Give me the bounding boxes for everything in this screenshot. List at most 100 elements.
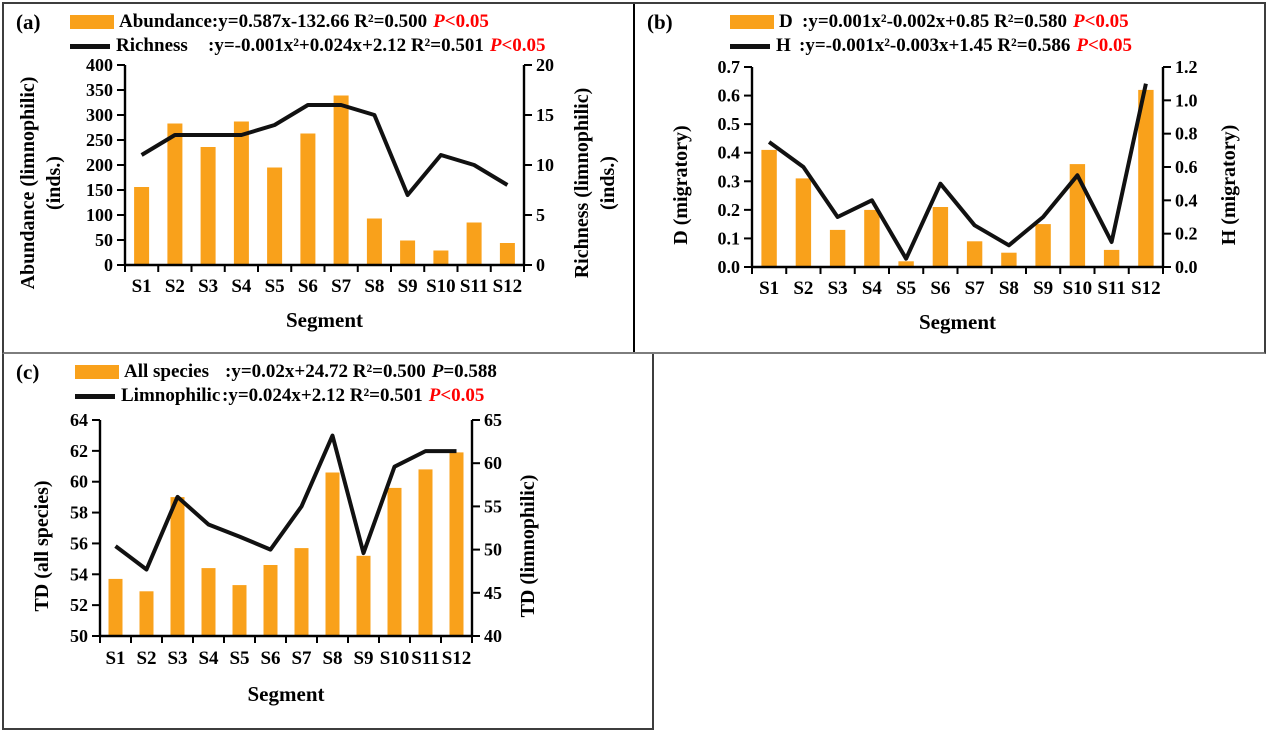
line-series-(b) xyxy=(767,83,1148,261)
left-tick-label: 150 xyxy=(86,180,113,200)
panel-b: (b) D :y=0.001x²-0.002x+0.85 R²=0.580 P<… xyxy=(635,4,1268,352)
panel-c-label: (c) xyxy=(16,360,40,384)
left-tick-label: 50 xyxy=(95,230,113,250)
bar-S10 xyxy=(387,487,402,636)
x-category-label: S6 xyxy=(930,278,950,299)
x-category-label: S7 xyxy=(291,648,312,669)
bar-S8 xyxy=(366,218,382,265)
right-tick-label: 20 xyxy=(536,59,554,75)
bar-S6 xyxy=(300,133,316,265)
right-tick-label: 55 xyxy=(484,496,502,516)
left-tick-label: 64 xyxy=(70,410,88,430)
legend-entry: D :y=0.001x²-0.002x+0.85 R²=0.580 P<0.05 xyxy=(635,10,1268,34)
x-category-label: S3 xyxy=(167,648,187,669)
panel-c-header: (c) All species :y=0.02x+24.72 R²=0.500 … xyxy=(4,354,652,406)
x-axis-title: Segment xyxy=(248,682,325,706)
legend-entry: All species :y=0.02x+24.72 R²=0.500 P=0.… xyxy=(4,360,652,384)
x-category-label: S1 xyxy=(132,276,152,297)
left-tick-label: 50 xyxy=(70,626,88,646)
axes-(b) xyxy=(750,67,1165,269)
series-equation: :y=0.001x²-0.002x+0.85 R²=0.580 xyxy=(802,11,1067,32)
bar-S2 xyxy=(139,591,154,636)
left-tick-label: 60 xyxy=(70,472,88,492)
bars-(b) xyxy=(761,89,1154,268)
right-tick-label: 45 xyxy=(484,583,502,603)
series-pvalue: P<0.05 xyxy=(1073,11,1129,32)
x-axis-title: Segment xyxy=(919,310,996,334)
right-tick-label: 0 xyxy=(536,255,545,275)
bar-S9 xyxy=(1035,224,1051,267)
right-axis-title: (inds.) xyxy=(597,156,619,210)
x-category-label: S3 xyxy=(828,278,848,299)
right-tick-label: 0.8 xyxy=(1175,124,1198,144)
left-tick-label: 0.6 xyxy=(718,86,741,106)
left-tick-label: 0.2 xyxy=(718,200,741,220)
x-category-label: S5 xyxy=(265,276,285,297)
bar-S2 xyxy=(795,178,812,267)
left-tick-label: 0.5 xyxy=(718,114,741,134)
legend-entry: Abundance :y=0.587x-132.66 R²=0.500 P<0.… xyxy=(4,10,633,34)
bar-S6 xyxy=(932,207,949,267)
series-equation: :y=0.02x+24.72 R²=0.500 xyxy=(225,361,426,382)
x-category-label: S9 xyxy=(398,276,418,297)
x-category-label: S1 xyxy=(105,648,125,669)
left-tick-label: 350 xyxy=(86,80,113,100)
legend-entry: Richness :y=-0.001x²+0.024x+2.12 R²=0.50… xyxy=(4,34,633,58)
right-tick-label: 1.0 xyxy=(1175,90,1198,110)
left-tick-label: 400 xyxy=(86,59,113,75)
series-name: Limnophilic xyxy=(121,385,221,406)
bar-S5 xyxy=(267,167,283,265)
x-category-label: S10 xyxy=(1063,278,1093,299)
series-name: Abundance xyxy=(119,11,212,32)
x-category-label: S4 xyxy=(231,276,252,297)
line-swatch-icon xyxy=(75,393,115,399)
bar-S3 xyxy=(170,497,185,636)
bar-S11 xyxy=(466,222,482,265)
panel-a: (a) Abundance :y=0.587x-132.66 R²=0.500 … xyxy=(4,4,635,352)
x-category-label: S2 xyxy=(793,278,813,299)
series-equation: :y=-0.001x²+0.024x+2.12 R²=0.501 xyxy=(208,35,484,56)
series-equation: :y=-0.001x²-0.003x+1.45 R²=0.586 xyxy=(799,35,1071,56)
x-category-label: S9 xyxy=(353,648,373,669)
x-category-label: S5 xyxy=(896,278,916,299)
bar-S11 xyxy=(418,469,433,636)
series-pvalue: P<0.05 xyxy=(433,11,489,32)
bar-S4 xyxy=(864,209,880,267)
right-tick-label: 60 xyxy=(484,453,502,473)
panel-c-legend: All species :y=0.02x+24.72 R²=0.500 P=0.… xyxy=(4,360,652,408)
bar-S1 xyxy=(108,578,123,636)
x-category-label: S9 xyxy=(1033,278,1053,299)
bar-S2 xyxy=(167,123,183,265)
bar-S3 xyxy=(829,229,846,267)
right-axis-title: Richness (limnophilic) xyxy=(571,88,593,279)
bar-S7 xyxy=(294,548,309,636)
bar-S7 xyxy=(966,241,983,267)
panel-b-legend: D :y=0.001x²-0.002x+0.85 R²=0.580 P<0.05… xyxy=(635,10,1268,58)
bar-swatch-icon xyxy=(70,15,114,29)
bar-S10 xyxy=(433,250,449,265)
bar-S5 xyxy=(232,585,247,636)
x-category-label: S8 xyxy=(322,648,342,669)
right-tick-label: 0.0 xyxy=(1175,257,1198,277)
panel-a-label: (a) xyxy=(16,10,41,34)
x-category-label: S12 xyxy=(1131,278,1161,299)
x-category-label: S12 xyxy=(493,276,523,297)
bar-S12 xyxy=(499,243,515,265)
right-tick-label: 5 xyxy=(536,205,545,225)
series-name: All species xyxy=(124,361,209,382)
left-tick-label: 56 xyxy=(70,533,88,553)
left-tick-label: 0.3 xyxy=(718,171,741,191)
left-tick-label: 62 xyxy=(70,441,88,461)
x-category-label: S6 xyxy=(298,276,318,297)
left-tick-label: 200 xyxy=(86,155,113,175)
bar-S7 xyxy=(333,95,349,265)
x-category-label: S2 xyxy=(165,276,185,297)
bar-S8 xyxy=(1001,252,1017,267)
bar-S3 xyxy=(200,147,216,265)
x-category-label: S11 xyxy=(460,276,489,297)
right-tick-label: 65 xyxy=(484,410,502,430)
bar-S9 xyxy=(356,555,371,636)
bar-S1 xyxy=(134,187,150,265)
axes-(a) xyxy=(123,65,526,267)
